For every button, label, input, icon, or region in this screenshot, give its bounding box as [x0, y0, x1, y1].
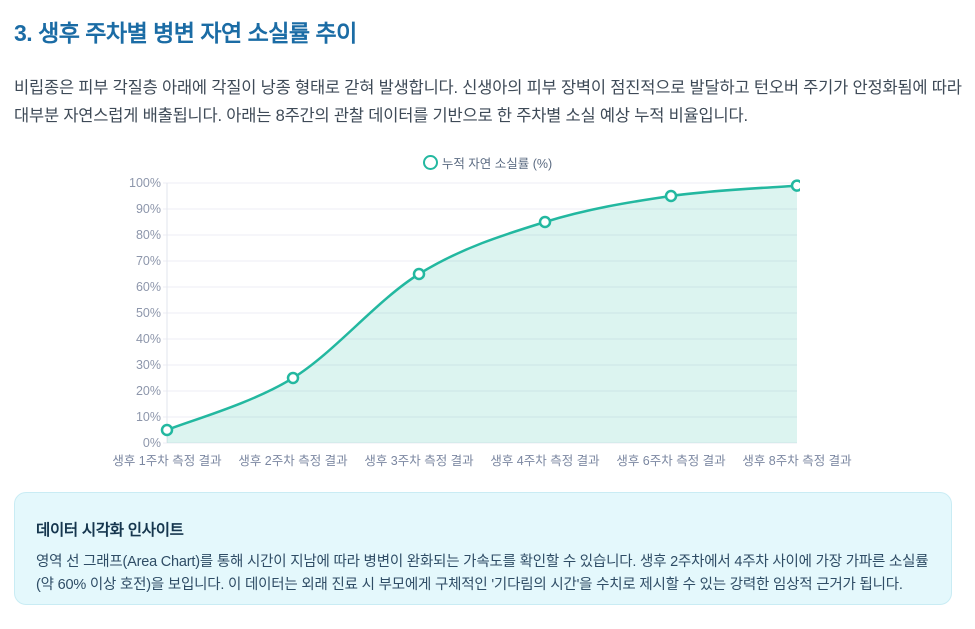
y-axis-tick-label: 30% [135, 358, 161, 372]
legend-label: 누적 자연 소실률 (%) [441, 157, 553, 171]
data-point[interactable] [412, 267, 426, 281]
area-fill [167, 185, 797, 443]
section-intro: 비립종은 피부 각질층 아래에 각질이 낭종 형태로 갇혀 발생합니다. 신생아… [14, 79, 962, 125]
data-point[interactable] [538, 215, 552, 229]
x-axis-tick-label: 생후 4주차 측정 결과 [490, 454, 600, 468]
y-axis-tick-label: 70% [135, 254, 161, 268]
insight-body: 영역 선 그래프(Area Chart)를 통해 시간이 지남에 따라 병변이 … [36, 554, 929, 593]
x-axis-tick-label: 생후 1주차 측정 결과 [112, 454, 222, 468]
x-axis-tick-label: 생후 8주차 측정 결과 [742, 454, 852, 468]
x-axis-tick-label: 생후 2주차 측정 결과 [238, 454, 348, 468]
chart-legend[interactable]: 누적 자연 소실률 (%) [0, 153, 975, 172]
y-axis-tick-label: 100% [129, 176, 161, 190]
data-point[interactable] [286, 371, 300, 385]
insight-title: 데이터 시각화 인사이트 [36, 522, 184, 539]
data-point[interactable] [160, 423, 174, 437]
trend-line [166, 184, 798, 432]
section-title: 3. 생후 주차별 병변 자연 소실률 추이 [14, 20, 357, 46]
data-point[interactable] [664, 189, 678, 203]
data-point[interactable] [790, 179, 800, 192]
x-axis-tick-label: 생후 6주차 측정 결과 [616, 454, 726, 468]
y-axis-tick-label: 60% [135, 280, 161, 294]
y-axis-tick-label: 20% [135, 384, 161, 398]
dissolution-area-chart [160, 179, 800, 444]
y-axis-tick-label: 50% [135, 306, 161, 320]
legend-marker-icon [422, 155, 438, 170]
y-axis-tick-label: 80% [135, 228, 161, 242]
y-axis-tick-label: 10% [135, 410, 161, 424]
y-axis-tick-label: 90% [135, 202, 161, 216]
insight-callout: 데이터 시각화 인사이트 영역 선 그래프(Area Chart)를 통해 시간… [14, 492, 952, 605]
x-axis-tick-label: 생후 3주차 측정 결과 [364, 454, 474, 468]
y-axis-tick-label: 0% [142, 436, 161, 450]
y-axis-tick-label: 40% [135, 332, 161, 346]
